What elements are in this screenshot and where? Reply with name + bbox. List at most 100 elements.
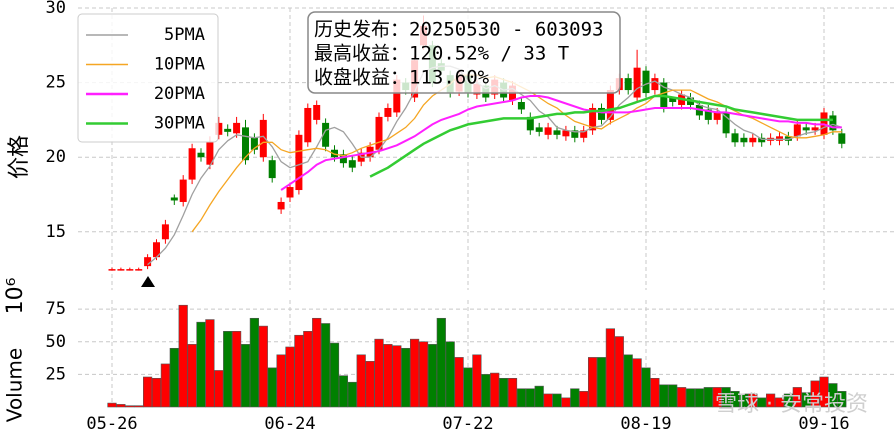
legend-label: 5PMA xyxy=(164,25,205,45)
volume-bar xyxy=(143,376,153,408)
volume-bar xyxy=(196,321,206,408)
candle-body xyxy=(277,201,285,210)
volume-bar xyxy=(276,354,286,408)
candle-body xyxy=(731,133,739,143)
x-tick-label: 09-16 xyxy=(798,414,849,434)
volume-bar xyxy=(258,325,268,408)
volume-bar xyxy=(436,317,446,408)
volume-bar xyxy=(178,304,188,408)
volume-bar xyxy=(748,393,758,408)
x-tick-label: 08-19 xyxy=(620,414,671,434)
candle-body xyxy=(642,70,650,94)
candle-body xyxy=(135,269,143,271)
volume-bar xyxy=(472,354,482,408)
volume-bar xyxy=(409,338,420,408)
candle-body xyxy=(651,78,659,91)
volume-bar xyxy=(552,393,562,408)
candle-body xyxy=(722,112,730,134)
candle-body xyxy=(571,130,579,138)
volume-bar xyxy=(570,388,580,408)
legend-label: 10PMA xyxy=(154,55,205,75)
volume-bar xyxy=(187,344,197,408)
candle-body xyxy=(562,130,570,137)
candle-body xyxy=(348,160,356,168)
candle-body xyxy=(295,134,303,191)
candle-body xyxy=(206,142,214,165)
candle-body xyxy=(117,269,125,271)
candle-body xyxy=(704,109,712,120)
volume-bar xyxy=(240,344,251,408)
annotation-text: 最高收益：120.52% / 33 T xyxy=(314,43,569,65)
volume-bar xyxy=(783,393,793,408)
volume-bar xyxy=(347,381,357,408)
volume-bar xyxy=(614,336,624,408)
volume-bar xyxy=(650,377,660,408)
candle-body xyxy=(544,127,552,135)
volume-bar xyxy=(481,374,491,408)
volume-bar xyxy=(374,338,384,408)
volume-tick-label: 25 xyxy=(46,364,66,384)
candle-body xyxy=(375,116,383,150)
volume-bar xyxy=(205,319,215,408)
candle-body xyxy=(304,107,312,143)
candle-body xyxy=(776,136,783,141)
ma-line xyxy=(280,95,842,191)
x-tick-label: 06-24 xyxy=(264,414,315,434)
volume-bar xyxy=(107,402,117,408)
y-tick-label: 20 xyxy=(46,147,66,167)
y-tick-label: 25 xyxy=(46,73,66,93)
annotation-box xyxy=(307,11,621,94)
volume-axis-label: Volume xyxy=(3,348,27,422)
candle-body xyxy=(250,137,258,150)
volume-bar xyxy=(507,377,518,408)
candle-body xyxy=(838,133,846,144)
volume-bar xyxy=(792,387,802,408)
x-tick-label: 07-22 xyxy=(442,414,493,434)
volume-bar xyxy=(214,370,224,408)
candle-body xyxy=(259,119,267,158)
candle-body xyxy=(589,107,597,131)
candle-body xyxy=(517,102,525,110)
volume-bar xyxy=(427,344,438,408)
volume-tick-label: 50 xyxy=(46,332,66,352)
ma-line xyxy=(369,94,833,178)
volume-bar xyxy=(498,377,509,408)
volume-bar xyxy=(632,358,642,408)
x-tick-label: 05-26 xyxy=(86,414,137,434)
volume-bar xyxy=(303,331,313,408)
volume-bar xyxy=(312,317,322,408)
candle-body xyxy=(286,187,294,198)
candle-body xyxy=(784,136,792,141)
release-marker xyxy=(141,276,155,287)
volume-bar xyxy=(703,387,713,408)
candle-body xyxy=(793,124,801,137)
volume-bar xyxy=(249,317,260,408)
volume-bar xyxy=(151,377,162,408)
candle-body xyxy=(224,128,232,132)
y-axis-label: 价格 xyxy=(7,135,32,179)
volume-bar xyxy=(534,385,544,408)
candle-body xyxy=(393,79,401,113)
volume-bar xyxy=(685,388,696,408)
legend-label: 30PMA xyxy=(154,114,205,134)
volume-bar xyxy=(579,391,589,408)
volume-bar xyxy=(525,388,535,408)
volume-bar xyxy=(641,367,651,408)
candle-body xyxy=(144,257,152,267)
volume-tick-label: 75 xyxy=(46,299,66,319)
volume-bar xyxy=(356,354,366,408)
volume-offset-label: 10⁶ xyxy=(3,277,28,314)
volume-bar xyxy=(365,361,375,408)
legend-label: 20PMA xyxy=(154,84,205,104)
volume-bar xyxy=(676,387,687,408)
volume-bar xyxy=(401,347,411,408)
volume-bar xyxy=(160,363,171,408)
volume-bar xyxy=(223,331,233,408)
volume-bar xyxy=(668,384,678,408)
candle-body xyxy=(535,127,543,132)
y-tick-label: 15 xyxy=(46,222,66,242)
candle-body xyxy=(553,130,561,135)
candle-body xyxy=(740,137,748,143)
volume-bar xyxy=(623,354,633,408)
